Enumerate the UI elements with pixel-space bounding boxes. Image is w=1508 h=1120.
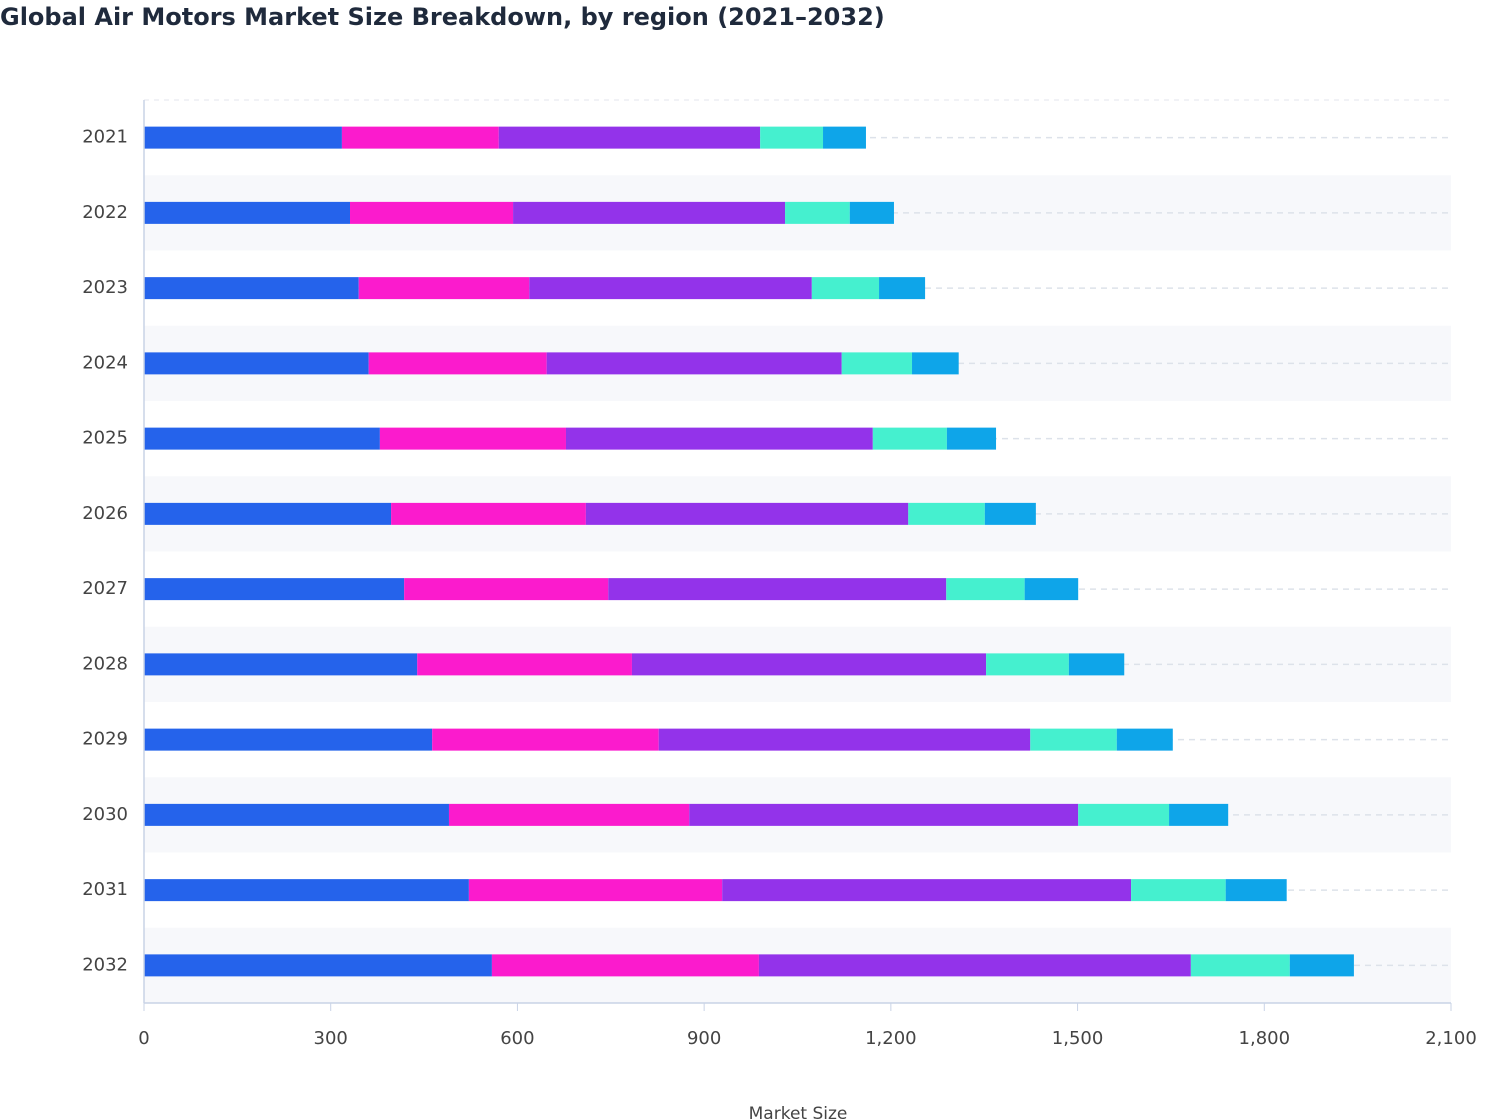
x-tick-label: 0 bbox=[138, 1028, 149, 1049]
bar-segment bbox=[341, 126, 499, 149]
bar-segment bbox=[358, 277, 530, 300]
bar-segment bbox=[144, 879, 469, 902]
bar-segment bbox=[513, 201, 786, 224]
bar-segment bbox=[144, 954, 492, 977]
bar-segment bbox=[350, 201, 514, 224]
bar-segment bbox=[1068, 653, 1125, 676]
bar-segment bbox=[984, 502, 1036, 525]
bar-segment bbox=[823, 126, 866, 149]
x-tick-label: 300 bbox=[314, 1028, 348, 1049]
bar-segment bbox=[144, 803, 449, 826]
bar-segment bbox=[432, 728, 659, 751]
bar-segment bbox=[379, 427, 566, 450]
y-tick-label: 2028 bbox=[82, 653, 128, 674]
x-tick-label: 1,500 bbox=[1052, 1028, 1104, 1049]
bar-segment bbox=[144, 502, 392, 525]
y-tick-label: 2025 bbox=[82, 428, 128, 449]
bar-segment bbox=[391, 502, 586, 525]
bar-segment bbox=[417, 653, 632, 676]
y-tick-label: 2023 bbox=[82, 277, 128, 298]
y-tick-label: 2026 bbox=[82, 503, 128, 524]
bar-segment bbox=[811, 277, 880, 300]
x-tick-label: 2,100 bbox=[1425, 1028, 1477, 1049]
bar-segment bbox=[689, 803, 1079, 826]
y-tick-label: 2027 bbox=[82, 578, 128, 599]
x-tick-label: 600 bbox=[500, 1028, 534, 1049]
bar-segment bbox=[908, 502, 985, 525]
bar-segment bbox=[491, 954, 759, 977]
bar-segment bbox=[986, 653, 1069, 676]
bar-segment bbox=[565, 427, 873, 450]
bar-segment bbox=[368, 352, 547, 375]
bar-segment bbox=[631, 653, 987, 676]
y-tick-label: 2030 bbox=[82, 804, 128, 825]
bar-segment bbox=[658, 728, 1031, 751]
y-tick-label: 2032 bbox=[82, 954, 128, 975]
bar-segment bbox=[879, 277, 926, 300]
bar-segment bbox=[872, 427, 947, 450]
bar-segment bbox=[946, 427, 997, 450]
y-tick-label: 2022 bbox=[82, 202, 128, 223]
bar-segment bbox=[468, 879, 723, 902]
x-tick-label: 1,200 bbox=[865, 1028, 917, 1049]
bar-segment bbox=[448, 803, 690, 826]
y-tick-label: 2031 bbox=[82, 879, 128, 900]
bar-segment bbox=[144, 201, 351, 224]
x-tick-label: 1,800 bbox=[1239, 1028, 1291, 1049]
bar-segment bbox=[946, 578, 1025, 601]
bar-segment bbox=[722, 879, 1132, 902]
bar-segment bbox=[1190, 954, 1290, 977]
bar-segment bbox=[849, 201, 894, 224]
bar-segment bbox=[912, 352, 959, 375]
bar-segment bbox=[608, 578, 947, 601]
bar-segment bbox=[758, 954, 1191, 977]
bar-segment bbox=[585, 502, 909, 525]
bar-segment bbox=[144, 352, 369, 375]
bar-segment bbox=[1225, 879, 1287, 902]
bar-segment bbox=[144, 427, 380, 450]
bar-segment bbox=[144, 578, 405, 601]
bar-segment bbox=[404, 578, 609, 601]
bar-segment bbox=[1078, 803, 1170, 826]
bar-segment bbox=[144, 728, 433, 751]
bar-segment bbox=[498, 126, 761, 149]
bar-segment bbox=[546, 352, 842, 375]
y-tick-label: 2029 bbox=[82, 729, 128, 750]
bar-segment bbox=[1131, 879, 1226, 902]
bar-segment bbox=[1169, 803, 1229, 826]
bar-segment bbox=[1289, 954, 1354, 977]
bar-segment bbox=[1030, 728, 1117, 751]
bar-segment bbox=[760, 126, 824, 149]
bar-segment bbox=[841, 352, 913, 375]
y-tick-label: 2024 bbox=[82, 352, 128, 373]
chart-title: Global Air Motors Market Size Breakdown,… bbox=[0, 3, 885, 31]
y-tick-label: 2021 bbox=[82, 127, 128, 148]
bar-segment bbox=[144, 277, 359, 300]
x-axis-title: Market Size bbox=[749, 1104, 848, 1120]
bar-segment bbox=[529, 277, 812, 300]
bar-segment bbox=[1116, 728, 1173, 751]
bar-segment bbox=[785, 201, 850, 224]
x-tick-label: 900 bbox=[687, 1028, 721, 1049]
bar-segment bbox=[144, 653, 418, 676]
bar-segment bbox=[144, 126, 342, 149]
bar-segment bbox=[1024, 578, 1079, 601]
